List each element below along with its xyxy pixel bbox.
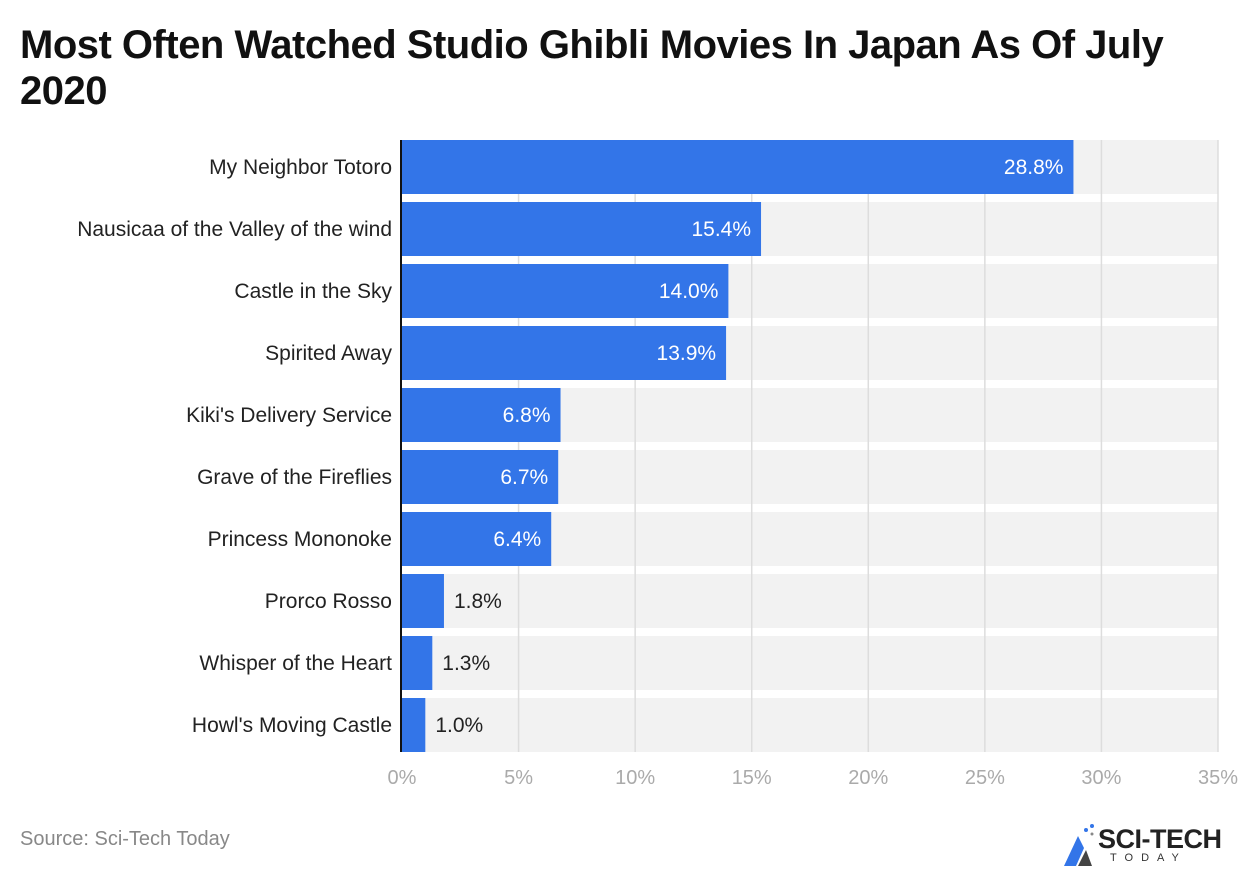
data-label: 6.8%: [503, 404, 551, 427]
category-label: Kiki's Delivery Service: [186, 404, 392, 427]
bar: [402, 450, 559, 504]
data-label: 1.0%: [435, 714, 483, 737]
x-tick-label: 0%: [388, 767, 417, 789]
data-label: 15.4%: [691, 218, 751, 241]
row-band: [402, 574, 1218, 628]
bar: [402, 388, 561, 442]
data-label: 1.3%: [442, 652, 490, 675]
data-label: 14.0%: [659, 280, 719, 303]
x-tick-label: 35%: [1198, 767, 1238, 789]
category-label: Prorco Rosso: [265, 590, 392, 613]
chart-title: Most Often Watched Studio Ghibli Movies …: [20, 23, 1164, 113]
category-label: Howl's Moving Castle: [192, 714, 392, 737]
x-tick-label: 25%: [965, 767, 1005, 789]
logo-main-text: SCI-TECH: [1098, 824, 1222, 854]
data-label: 6.4%: [493, 528, 541, 551]
data-label: 6.7%: [500, 466, 548, 489]
x-tick-label: 10%: [615, 767, 655, 789]
category-label: Grave of the Fireflies: [197, 466, 392, 489]
bar: [402, 140, 1074, 194]
row-band: [402, 636, 1218, 690]
bar: [402, 202, 762, 256]
bar: [402, 326, 727, 380]
category-label: Spirited Away: [265, 342, 392, 365]
row-band: [402, 698, 1218, 752]
x-tick-label: 20%: [848, 767, 888, 789]
category-label: Princess Mononoke: [208, 528, 392, 551]
logo-mark-icon: [1064, 824, 1094, 866]
bar: [402, 264, 729, 318]
x-tick-label: 15%: [732, 767, 772, 789]
source-note: Source: Sci-Tech Today: [20, 828, 230, 850]
sci-tech-today-logo: SCI-TECH TODAY: [1060, 822, 1240, 870]
bar-chart: 0% 5% 10% 15% 20% 25% 30% 35% My Neighbor Totoro…: [77, 140, 1238, 789]
bar: [402, 636, 433, 690]
data-label: 1.8%: [454, 590, 502, 613]
bar: [402, 574, 444, 628]
x-tick-label: 5%: [504, 767, 533, 789]
data-label: 28.8%: [1004, 156, 1064, 179]
category-label: My Neighbor Totoro: [209, 156, 392, 179]
category-label: Nausicaa of the Valley of the wind: [77, 218, 392, 241]
bar: [402, 698, 426, 752]
logo-sub-text: TODAY: [1110, 852, 1187, 864]
data-label: 13.9%: [657, 342, 717, 365]
bar: [402, 512, 552, 566]
category-label: Whisper of the Heart: [199, 652, 392, 675]
category-label: Castle in the Sky: [234, 280, 392, 303]
x-tick-label: 30%: [1081, 767, 1121, 789]
